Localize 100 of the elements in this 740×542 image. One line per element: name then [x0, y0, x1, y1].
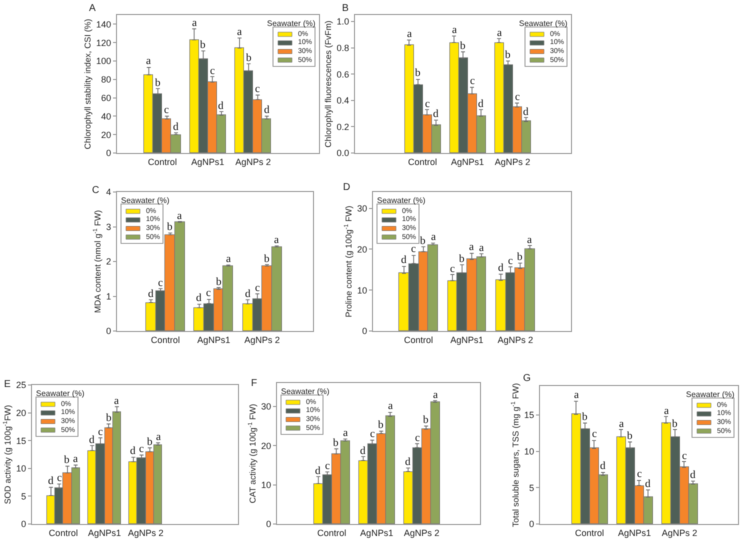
- chart-title: F: [251, 378, 258, 389]
- data-label: c: [206, 287, 211, 299]
- y-tick-label: 120: [96, 38, 112, 48]
- y-tick-label: 20: [16, 408, 26, 418]
- x-tick-label: AgNPs 2: [494, 156, 530, 167]
- y-tick-label: 0.0: [336, 148, 350, 158]
- data-label: c: [637, 468, 642, 480]
- data-label: a: [274, 234, 279, 246]
- data-label: a: [388, 400, 393, 412]
- data-label: d: [433, 108, 439, 120]
- data-label: d: [405, 456, 411, 468]
- x-tick-label: AgNPs1: [197, 334, 230, 345]
- data-label: c: [98, 426, 103, 438]
- data-label: d: [196, 292, 202, 304]
- data-label: a: [431, 231, 436, 243]
- chart-title: C: [92, 185, 100, 196]
- y-tick-label: 0: [266, 519, 272, 530]
- x-tick-label: AgNPs1: [191, 156, 224, 167]
- data-label: c: [255, 282, 260, 294]
- legend-title: Seawater (%): [377, 196, 426, 205]
- chart-title: B: [342, 3, 349, 14]
- data-label: b: [200, 39, 206, 51]
- x-tick-label: AgNPs1: [450, 156, 484, 167]
- y-tick-label: 3: [106, 222, 112, 232]
- y-tick-label: 30: [357, 204, 368, 214]
- y-tick-label: 20: [101, 130, 112, 140]
- x-tick-label: AgNPs1: [618, 528, 652, 538]
- data-label: c: [415, 432, 420, 444]
- data-label: c: [158, 277, 163, 289]
- data-label: c: [450, 263, 455, 275]
- y-tick-label: 40: [101, 111, 112, 122]
- data-label: a: [497, 27, 502, 39]
- data-label: b: [420, 235, 426, 247]
- data-label: d: [218, 100, 224, 112]
- data-label: b: [216, 276, 222, 288]
- data-label: b: [147, 436, 153, 448]
- data-label: d: [600, 460, 606, 472]
- y-tick-label: 0: [362, 326, 368, 336]
- data-label: b: [517, 251, 523, 263]
- y-tick-label: 20: [261, 440, 272, 451]
- x-tick-label: Control: [150, 334, 180, 345]
- data-label: b: [505, 49, 511, 61]
- data-label: a: [192, 17, 197, 29]
- y-tick-label: 0: [21, 519, 26, 530]
- data-label: d: [360, 445, 366, 457]
- y-tick-label: 4: [106, 187, 112, 198]
- y-tick-label: 30: [261, 402, 272, 412]
- data-label: a: [574, 389, 579, 401]
- data-label: b: [264, 253, 270, 265]
- legend-title: Seawater (%): [281, 387, 330, 396]
- data-label: a: [343, 427, 348, 439]
- data-label: b: [333, 437, 339, 449]
- data-label: b: [378, 419, 384, 431]
- y-axis-title: Chlorophyll stability index, CSI (%): [82, 18, 93, 150]
- data-label: a: [73, 453, 78, 465]
- data-label: d: [645, 478, 651, 490]
- x-tick-label: Control: [408, 156, 438, 167]
- y-tick-label: 60: [101, 92, 112, 103]
- y-tick-label: 80: [101, 74, 112, 85]
- data-label: c: [470, 75, 475, 87]
- data-label: a: [619, 418, 624, 430]
- x-tick-label: AgNPs1: [360, 528, 394, 538]
- y-tick-label: 0.8: [336, 43, 350, 54]
- data-label: b: [459, 253, 465, 265]
- data-label: a: [527, 234, 532, 246]
- data-label: d: [523, 106, 529, 118]
- x-tick-label: AgNPs1: [88, 528, 122, 538]
- x-tick-label: AgNPs 2: [235, 156, 271, 167]
- y-tick-label: 0.2: [336, 122, 350, 132]
- data-label: b: [64, 454, 70, 466]
- y-tick-label: 0.4: [336, 96, 350, 106]
- x-tick-label: AgNPs1: [450, 334, 484, 345]
- y-tick-label: 140: [96, 19, 112, 30]
- y-tick-label: 2: [106, 256, 112, 267]
- data-label: a: [226, 253, 231, 265]
- chart-title: D: [343, 182, 350, 193]
- chart-title: A: [89, 3, 96, 14]
- x-tick-label: AgNPs 2: [404, 528, 440, 538]
- x-tick-label: Control: [404, 334, 434, 345]
- data-label: c: [682, 450, 687, 462]
- data-label: b: [423, 414, 429, 426]
- data-label: a: [177, 210, 182, 222]
- data-label: d: [89, 434, 95, 446]
- y-tick-label: 10: [357, 285, 368, 296]
- data-label: c: [411, 243, 416, 255]
- x-tick-label: Control: [48, 528, 78, 538]
- data-label: a: [433, 389, 438, 401]
- data-label: d: [690, 469, 696, 481]
- data-label: c: [592, 428, 597, 440]
- legend-title: Seawater (%): [121, 196, 170, 205]
- data-label: c: [139, 443, 144, 455]
- data-label: b: [460, 40, 466, 52]
- x-tick-label: AgNPs 2: [662, 528, 698, 538]
- data-label: b: [582, 411, 588, 423]
- x-tick-label: Control: [574, 528, 604, 538]
- legend-title: Seawater (%): [686, 390, 735, 399]
- x-tick-label: AgNPs 2: [498, 334, 534, 345]
- y-tick-label: 5: [21, 491, 26, 502]
- data-label: b: [246, 52, 252, 64]
- y-tick-label: 1.0: [336, 16, 350, 27]
